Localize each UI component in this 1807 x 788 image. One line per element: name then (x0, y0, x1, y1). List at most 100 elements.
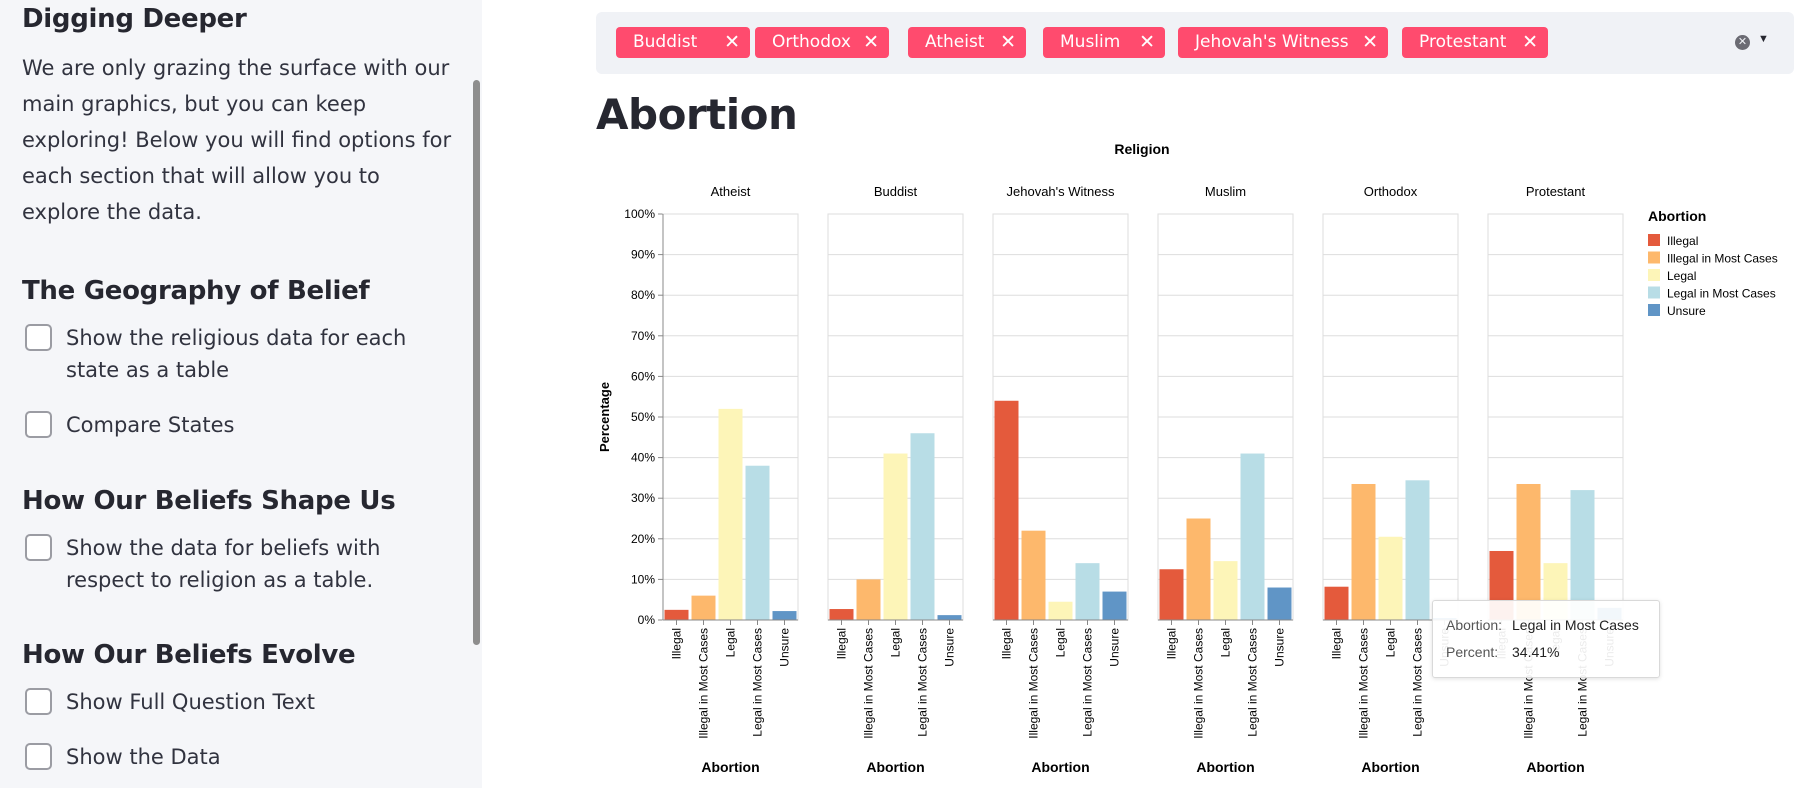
legend-swatch (1648, 234, 1660, 246)
facet-title: Muslim (1205, 184, 1246, 199)
bar (691, 595, 716, 620)
bar (1378, 536, 1403, 620)
y-tick-label: 90% (631, 248, 655, 262)
facet-title: Protestant (1526, 184, 1586, 199)
x-tick-label: Legal in Most Cases (1411, 628, 1425, 737)
checkbox[interactable] (25, 411, 52, 438)
tag-buddist: Buddist ✕ (616, 27, 750, 58)
tooltip-row: Percent: 34.41% (1446, 644, 1559, 660)
checkbox[interactable] (25, 324, 52, 351)
checkbox-show-data[interactable]: Show the Data (25, 741, 426, 773)
checkbox-label: Show the data for beliefs with respect t… (66, 536, 381, 592)
remove-tag-icon[interactable]: ✕ (1000, 31, 1016, 53)
tooltip-row: Abortion: Legal in Most Cases (1446, 617, 1639, 633)
x-tick-label: Unsure (1273, 628, 1287, 667)
x-axis-label: Abortion (701, 759, 759, 775)
y-tick-label: 0% (638, 613, 656, 627)
tag-label: Jehovah's Witness (1195, 32, 1349, 52)
tag-label: Protestant (1419, 32, 1507, 52)
checkbox[interactable] (25, 743, 52, 770)
tag-label: Muslim (1060, 32, 1121, 52)
y-axis-label: Percentage (597, 382, 612, 452)
y-tick-label: 70% (631, 329, 655, 343)
legend-swatch (1648, 269, 1660, 281)
section-heading-shape: How Our Beliefs Shape Us (22, 486, 396, 516)
bar (937, 615, 962, 620)
legend-swatch (1648, 286, 1660, 299)
remove-tag-icon[interactable]: ✕ (863, 31, 879, 53)
section-heading-geography: The Geography of Belief (22, 276, 370, 306)
sidebar-scrollbar[interactable] (473, 80, 480, 645)
tag-orthodox: Orthodox ✕ (755, 27, 889, 58)
sidebar-intro: We are only grazing the surface with our… (22, 56, 452, 224)
bar (718, 408, 743, 620)
tooltip-value: Legal in Most Cases (1512, 617, 1639, 633)
legend-label: Illegal (1667, 234, 1698, 248)
bar (1159, 569, 1184, 620)
bar (1351, 483, 1376, 620)
bar (1213, 561, 1238, 620)
bar (883, 453, 908, 620)
chart-tooltip: Abortion: Legal in Most Cases Percent: 3… (1432, 600, 1660, 678)
checkbox-label: Show the religious data for each state a… (66, 326, 407, 382)
x-tick-label: Legal in Most Cases (751, 628, 765, 737)
checkbox-beliefs-table[interactable]: Show the data for beliefs with respect t… (25, 532, 426, 596)
bar (664, 609, 689, 620)
tag-atheist: Atheist ✕ (908, 27, 1026, 58)
x-tick-label: Illegal (1000, 628, 1014, 659)
checkbox[interactable] (25, 688, 52, 715)
checkbox-compare-states[interactable]: Compare States (25, 409, 426, 441)
legend-swatch (1648, 304, 1660, 316)
remove-tag-icon[interactable]: ✕ (724, 31, 740, 53)
bar (1324, 586, 1349, 620)
x-tick-label: Unsure (1108, 628, 1122, 667)
x-axis-label: Abortion (1361, 759, 1419, 775)
x-axis-label: Abortion (866, 759, 924, 775)
y-tick-label: 20% (631, 532, 655, 546)
bar (745, 465, 770, 620)
checkbox-label: Show the Data (66, 745, 221, 769)
clear-all-icon[interactable]: ✕ (1735, 35, 1750, 50)
facet-title: Jehovah's Witness (1007, 184, 1115, 199)
remove-tag-icon[interactable]: ✕ (1362, 31, 1378, 53)
facet-header-title: Religion (1114, 141, 1169, 157)
facet-title: Atheist (711, 184, 751, 199)
bar (1405, 480, 1430, 620)
x-tick-label: Illegal (1330, 628, 1344, 659)
bar (1075, 563, 1100, 620)
y-tick-label: 80% (631, 288, 655, 302)
x-tick-label: Illegal in Most Cases (697, 628, 711, 739)
remove-tag-icon[interactable]: ✕ (1139, 31, 1155, 53)
bar (1102, 591, 1127, 620)
checkbox-full-question[interactable]: Show Full Question Text (25, 686, 426, 718)
bar (1048, 601, 1073, 620)
religion-multiselect[interactable]: Buddist ✕ Orthodox ✕ Atheist ✕ Muslim ✕ Jeho… (596, 12, 1794, 74)
legend-label: Legal (1667, 269, 1696, 283)
tag-label: Buddist (633, 32, 698, 52)
legend-label: Legal in Most Cases (1667, 287, 1776, 301)
checkbox[interactable] (25, 534, 52, 561)
bar (856, 579, 881, 620)
bar (1516, 483, 1541, 620)
remove-tag-icon[interactable]: ✕ (1522, 31, 1538, 53)
checkbox-state-table[interactable]: Show the religious data for each state a… (25, 322, 426, 386)
legend-label: Unsure (1667, 304, 1706, 318)
tag-label: Orthodox (772, 32, 851, 52)
x-tick-label: Illegal (835, 628, 849, 659)
sidebar: Digging Deeper We are only grazing the s… (0, 0, 482, 788)
legend-label: Illegal in Most Cases (1667, 252, 1778, 266)
section-heading-evolve: How Our Beliefs Evolve (22, 640, 356, 670)
tag-protestant: Protestant ✕ (1402, 27, 1548, 58)
bar (910, 433, 935, 620)
x-tick-label: Legal in Most Cases (1246, 628, 1260, 737)
bar (1570, 490, 1595, 620)
x-axis-label: Abortion (1526, 759, 1584, 775)
facet-title: Buddist (874, 184, 918, 199)
x-axis-label: Abortion (1031, 759, 1089, 775)
x-tick-label: Illegal in Most Cases (1357, 628, 1371, 739)
bar (1267, 587, 1292, 620)
bar (994, 400, 1019, 620)
tooltip-key: Abortion: (1446, 617, 1503, 633)
chevron-down-icon[interactable]: ▼ (1758, 33, 1769, 45)
x-tick-label: Legal (724, 628, 738, 657)
